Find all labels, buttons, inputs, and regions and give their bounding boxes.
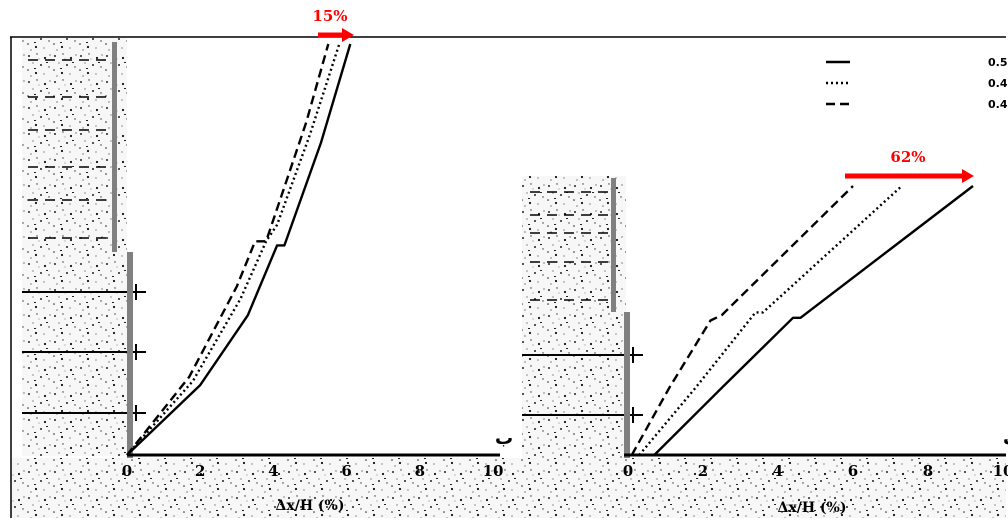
anchors-left: [22, 284, 146, 421]
wall-lower-right: [624, 312, 630, 458]
x-tick-label: 6: [848, 462, 858, 480]
plot-panel-1: 0 2 4 6 8 10 Δx/H (%) ب 15%: [122, 7, 513, 514]
plot-panel-2: 0 2 4 6 8 10 Δx/H (%) الف 62%: [623, 148, 1008, 516]
legend-item-solid: شتاب بیشینه = 0.53g: [826, 56, 1008, 69]
retained-soil-right: [522, 176, 626, 458]
wall-lower-left: [127, 252, 133, 458]
series-line-dotted: [638, 185, 903, 456]
foundation-soil: [12, 458, 1006, 518]
anchors-right: [522, 347, 643, 423]
annotation-arrow-head: [342, 28, 354, 42]
wall-upper-left: [112, 42, 117, 252]
x-tick-label: 2: [195, 462, 205, 480]
legend-item-dashed: شتاب بیشینه = 0.4g: [826, 98, 1008, 111]
soil-nails-upper-right: [530, 191, 611, 301]
annotation-label: 62%: [890, 148, 925, 166]
x-tick-label: 2: [698, 462, 708, 480]
series-line-solid: [126, 43, 352, 456]
legend-label-solid: شتاب بیشینه = 0.53g: [988, 56, 1008, 69]
annotation-arrow-head: [962, 169, 974, 183]
x-tick-label: 4: [773, 462, 783, 480]
legend-label-dashed: شتاب بیشینه = 0.4g: [988, 98, 1008, 111]
x-tick-label: 8: [923, 462, 933, 480]
x-tick-label: 10: [483, 462, 504, 480]
legend: شتاب بیشینه = 0.53g شتاب بیشینه = 0.47g …: [826, 56, 1008, 111]
x-axis-label: Δx/H (%): [778, 500, 847, 516]
x-tick-label: 6: [341, 462, 351, 480]
x-tick-label: 4: [268, 462, 278, 480]
series-line-dotted: [126, 43, 341, 456]
x-tick-label: 0: [623, 462, 633, 480]
x-axis-label: Δx/H (%): [276, 498, 345, 514]
wall-upper-right: [611, 178, 616, 312]
series-line-solid: [653, 185, 974, 456]
x-tick-label: 0: [122, 462, 132, 480]
series-line-dashed: [126, 43, 330, 456]
legend-label-dotted: شتاب بیشینه = 0.47g: [988, 77, 1008, 90]
panel-label: الف: [1003, 428, 1008, 449]
x-tick-label: 8: [415, 462, 425, 480]
annotation-label: 15%: [312, 7, 347, 25]
retained-soil-left: [22, 38, 127, 456]
soil-nails-upper-left: [28, 59, 112, 239]
series-line-dashed: [630, 185, 854, 456]
x-tick-label: 10: [993, 462, 1008, 480]
panel-label: ب: [495, 428, 513, 449]
legend-item-dotted: شتاب بیشینه = 0.47g: [826, 77, 1008, 90]
